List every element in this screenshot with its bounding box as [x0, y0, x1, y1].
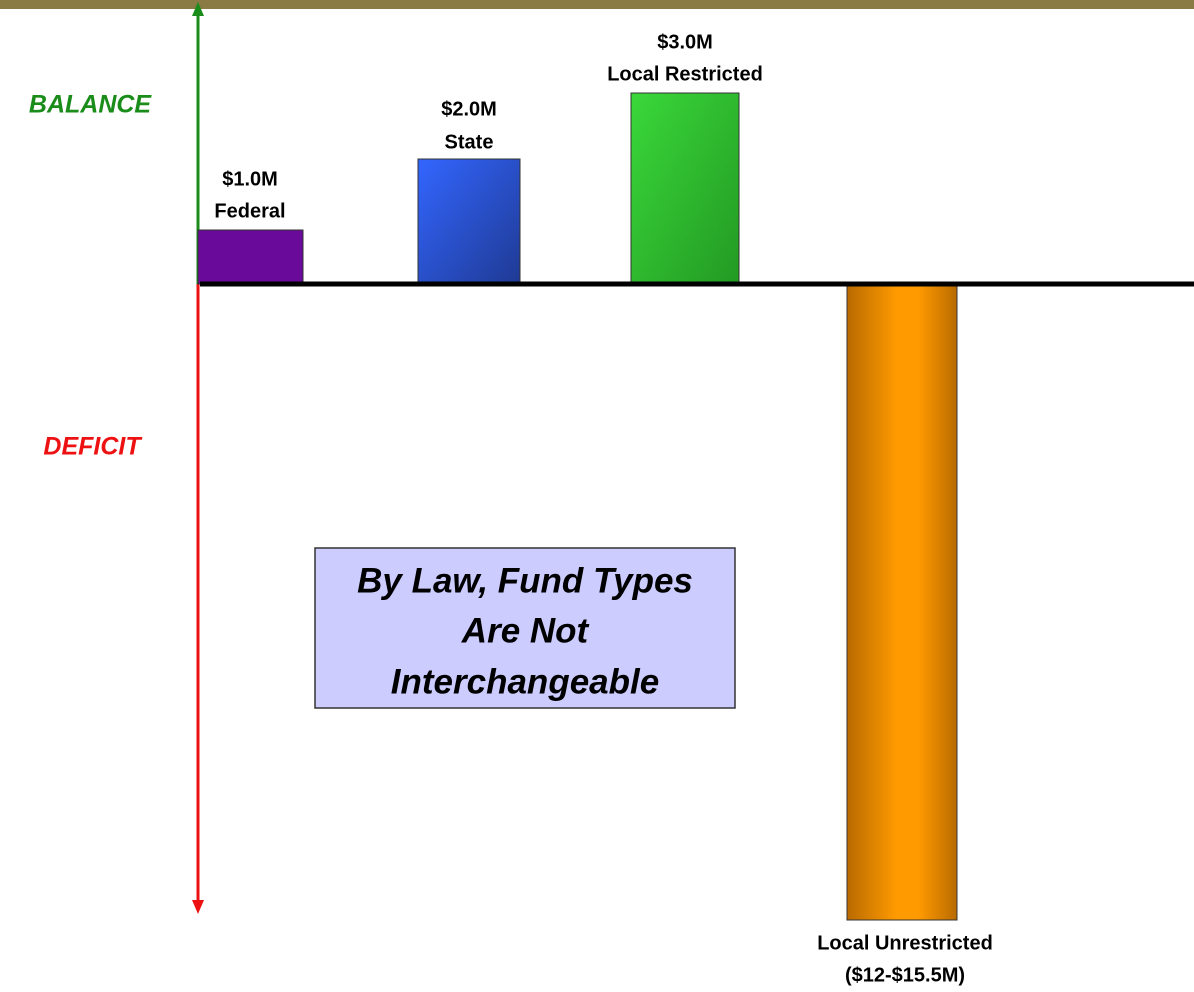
note-line: Interchangeable [391, 662, 659, 701]
note-line: By Law, Fund Types [357, 561, 693, 600]
bar-name: State [445, 131, 494, 153]
note-line: Are Not [461, 611, 590, 650]
deficit-label: DEFICIT [43, 433, 143, 461]
bar-amount: $1.0M [222, 168, 278, 190]
bar-amount: $3.0M [657, 31, 713, 53]
bar-amount: $2.0M [441, 98, 497, 120]
state-bar [417, 158, 521, 285]
federal-bar [197, 229, 304, 285]
note-box [314, 547, 736, 709]
local-restricted-bar [630, 92, 740, 285]
deficit-arrowhead [192, 900, 204, 914]
balance-arrowhead [192, 2, 204, 16]
local-unrestricted-bar [846, 283, 958, 921]
top-band [0, 0, 1194, 9]
bar-name: Local Unrestricted [817, 932, 993, 954]
balance-label: BALANCE [29, 91, 153, 119]
bar-name: Local Restricted [607, 63, 763, 85]
bar-amount: ($12-$15.5M) [845, 964, 965, 986]
bar-name: Federal [214, 200, 285, 222]
